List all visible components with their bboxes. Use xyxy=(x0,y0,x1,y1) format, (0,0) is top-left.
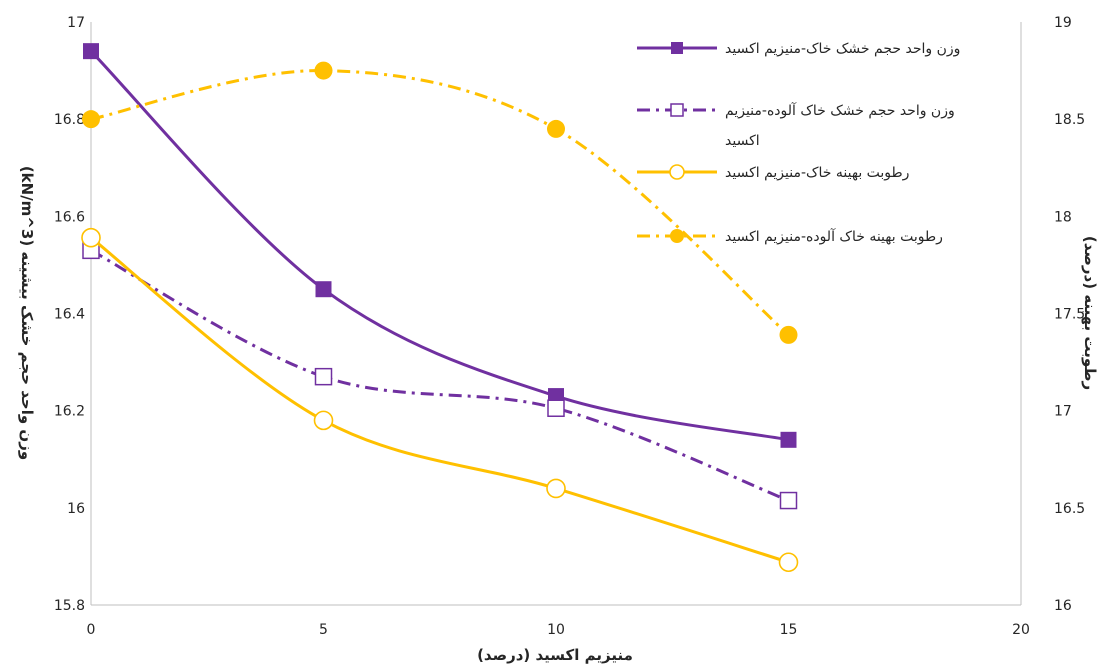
y-left-tick-label: 16.2 xyxy=(54,404,85,420)
y-right-tick-label: 16 xyxy=(1054,598,1072,614)
data-point-marker xyxy=(314,61,333,80)
legend-label: رطوبت بهینه خاک آلوده-منیزیم اکسید xyxy=(725,228,943,245)
y-left-tick-label: 16.4 xyxy=(54,307,85,323)
data-point-marker xyxy=(669,164,685,180)
x-tick-label: 5 xyxy=(319,622,328,638)
series-line xyxy=(90,69,790,336)
data-point-marker xyxy=(670,229,684,243)
data-point-marker xyxy=(778,552,799,573)
y-axis-left-title: وزن واحد حجم خشک بیشینه (kN/m^3) xyxy=(18,166,36,460)
data-point-marker xyxy=(547,119,565,138)
x-axis-title: منیزیم اکسید (درصد) xyxy=(477,646,633,664)
y-left-tick-label: 16.8 xyxy=(54,112,85,128)
y-right-tick-label: 17.5 xyxy=(1054,307,1085,323)
y-left-tick-label: 15.8 xyxy=(54,598,85,614)
series-line xyxy=(90,249,790,502)
data-point-marker xyxy=(780,431,797,448)
x-tick-label: 10 xyxy=(547,622,565,638)
data-point-marker xyxy=(671,42,683,54)
y-left-tick-label: 16.6 xyxy=(54,209,85,225)
data-point-marker xyxy=(779,325,798,344)
data-point-marker xyxy=(83,43,99,60)
legend: وزن واحد حجم خشک خاک-منیزیم اکسید وزن واح… xyxy=(637,41,960,245)
x-tick-label: 0 xyxy=(87,622,96,638)
y-right-tick-label: 17 xyxy=(1054,404,1072,420)
data-point-marker xyxy=(82,110,100,129)
series-line xyxy=(89,50,789,442)
y-axis-right-title: رطوبت بهینه (درصد) xyxy=(1081,236,1099,390)
series-layer xyxy=(81,43,799,573)
data-point-marker xyxy=(314,367,333,386)
series-line xyxy=(90,236,789,564)
y-left-tick-label: 16 xyxy=(67,501,85,517)
data-point-marker xyxy=(779,491,798,510)
y-right-tick-label: 18 xyxy=(1054,209,1072,225)
data-point-marker xyxy=(546,478,566,499)
x-tick-label: 15 xyxy=(780,622,798,638)
data-point-marker xyxy=(670,103,684,117)
x-tick-label: 20 xyxy=(1012,622,1030,638)
data-point-marker xyxy=(547,399,565,417)
y-right-tick-label: 16.5 xyxy=(1054,501,1085,517)
legend-label: وزن واحد حجم خشک خاک آلوده-منیزیم xyxy=(725,102,955,119)
data-point-marker xyxy=(315,281,332,298)
y-right-tick-label: 18.5 xyxy=(1054,112,1085,128)
y-left-tick-label: 17 xyxy=(67,15,85,31)
legend-label: رطوبت بهینه خاک-منیزیم اکسید xyxy=(725,165,909,181)
y-right-tick-label: 19 xyxy=(1054,15,1072,31)
legend-label: اکسید xyxy=(725,133,760,149)
data-point-marker xyxy=(313,410,334,431)
data-point-marker xyxy=(81,227,101,248)
axes-layer: 0 5 10 15 20 15.8 16 16.2 16.4 16.6 16.8 17 16 16.5 17… xyxy=(54,15,1085,638)
legend-label: وزن واحد حجم خشک خاک-منیزیم اکسید xyxy=(725,41,960,57)
